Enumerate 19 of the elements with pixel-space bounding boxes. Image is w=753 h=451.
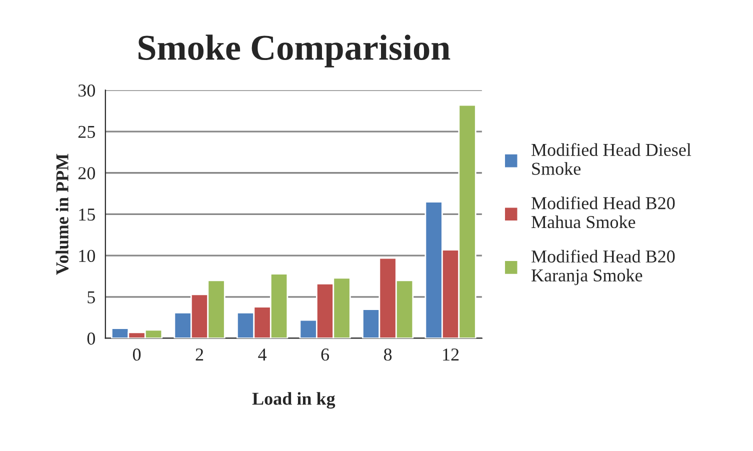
y-tick-label: 10 [79,250,96,262]
x-tick-label: 8 [384,348,392,361]
y-tick-label: 20 [78,167,96,180]
x-tick-label: 4 [258,348,267,360]
x-tick-label: 0 [132,348,141,361]
x-tick-label: 2 [196,348,204,360]
y-tick-label: 30 [78,84,96,97]
x-tick-label: 12 [443,348,459,360]
y-tick-label: 15 [79,208,95,221]
chart-title: Smoke Comparision [138,34,450,68]
legend-label: Modified Head B20 Karanja Smoke [531,250,675,286]
y-tick-label: 5 [88,291,95,304]
legend-label: Modified Head B20 Mahua Smoke [531,196,675,228]
x-axis-title: Load in kg [252,392,336,409]
legend-label: Modified Head Diesel Smoke [531,143,692,175]
y-tick-label: 0 [87,332,96,345]
x-tick-label: 6 [321,348,330,361]
y-axis-title: Volume in PPM [56,154,69,275]
y-tick-label: 25 [78,126,95,138]
